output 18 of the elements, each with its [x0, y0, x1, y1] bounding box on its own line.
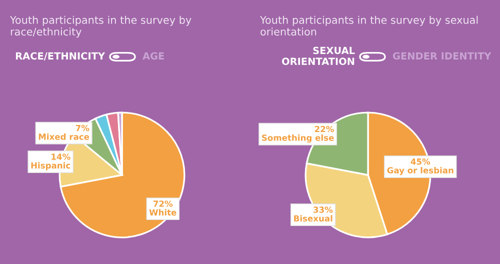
- data-label: 22%: [314, 126, 334, 132]
- slice-label: Bisexual: [294, 215, 332, 222]
- data-label: 45%: [410, 158, 430, 165]
- slice-label: Mixed race: [38, 133, 90, 140]
- slice-label: Hispanic: [31, 162, 70, 170]
- chart-title: Youth participants in the survey by sexual orientation: [260, 16, 478, 36]
- data-label: 72%: [153, 200, 173, 207]
- slice-label: Something else: [262, 134, 334, 143]
- data-label: 14%: [52, 154, 70, 160]
- text: AGE: [142, 52, 164, 60]
- chart-title: Youth participants in the survey by race/ethnicity: [10, 16, 192, 38]
- data-label: 33%: [314, 206, 333, 213]
- text: SEXUAL ORIENTATION: [282, 46, 355, 66]
- data-label: 7%: [76, 124, 90, 132]
- slice-label: White: [149, 209, 176, 216]
- text: GENDER IDENTITY: [392, 52, 492, 60]
- text: RACE/ETHNICITY: [16, 52, 106, 60]
- slice-label: Gay or lesbian: [387, 166, 454, 176]
